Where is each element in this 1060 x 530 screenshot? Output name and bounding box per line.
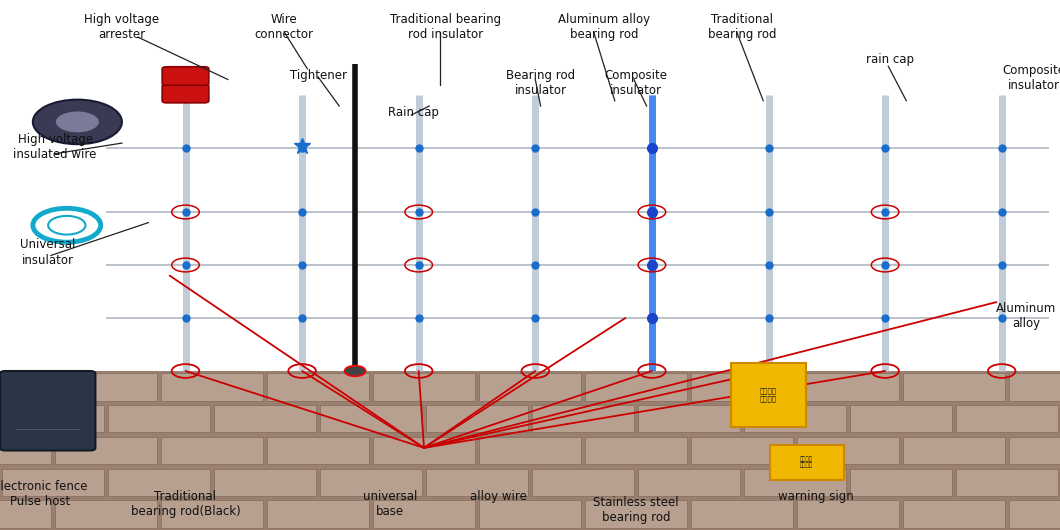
FancyBboxPatch shape — [373, 437, 475, 464]
FancyBboxPatch shape — [770, 445, 844, 480]
FancyBboxPatch shape — [1009, 373, 1060, 401]
FancyBboxPatch shape — [1009, 437, 1060, 464]
Text: Composite
insulator: Composite insulator — [604, 69, 668, 97]
FancyBboxPatch shape — [532, 469, 634, 496]
FancyBboxPatch shape — [161, 373, 263, 401]
FancyBboxPatch shape — [161, 437, 263, 464]
FancyBboxPatch shape — [903, 500, 1005, 528]
FancyBboxPatch shape — [373, 373, 475, 401]
Text: Tightener: Tightener — [289, 69, 347, 82]
Text: Aluminum
alloy: Aluminum alloy — [996, 302, 1056, 330]
FancyBboxPatch shape — [320, 405, 422, 432]
FancyBboxPatch shape — [638, 405, 740, 432]
FancyBboxPatch shape — [214, 405, 316, 432]
Text: alloy wire: alloy wire — [470, 490, 527, 503]
FancyBboxPatch shape — [267, 373, 369, 401]
FancyBboxPatch shape — [0, 500, 51, 528]
FancyBboxPatch shape — [162, 67, 209, 85]
FancyBboxPatch shape — [55, 500, 157, 528]
FancyBboxPatch shape — [0, 371, 95, 450]
FancyBboxPatch shape — [731, 363, 806, 427]
FancyBboxPatch shape — [691, 437, 793, 464]
FancyBboxPatch shape — [956, 405, 1058, 432]
FancyBboxPatch shape — [320, 469, 422, 496]
FancyBboxPatch shape — [55, 437, 157, 464]
Text: Traditional bearing
rod insulator: Traditional bearing rod insulator — [390, 13, 500, 41]
FancyBboxPatch shape — [55, 373, 157, 401]
FancyBboxPatch shape — [691, 373, 793, 401]
FancyBboxPatch shape — [162, 84, 209, 103]
Bar — [0, 371, 1060, 530]
FancyBboxPatch shape — [903, 373, 1005, 401]
FancyBboxPatch shape — [956, 469, 1058, 496]
FancyBboxPatch shape — [797, 373, 899, 401]
Text: Traditional
bearing rod: Traditional bearing rod — [708, 13, 776, 41]
FancyBboxPatch shape — [373, 500, 475, 528]
Circle shape — [55, 111, 100, 133]
FancyBboxPatch shape — [2, 469, 104, 496]
FancyBboxPatch shape — [797, 500, 899, 528]
Text: Bearing rod
insulator: Bearing rod insulator — [506, 69, 576, 97]
Text: 电子围栏
禁止攀登: 电子围栏 禁止攀登 — [760, 388, 777, 402]
Text: High voltage
insulated wire: High voltage insulated wire — [14, 132, 96, 161]
FancyBboxPatch shape — [479, 500, 581, 528]
FancyBboxPatch shape — [2, 405, 104, 432]
Text: Wire
connector: Wire connector — [254, 13, 314, 41]
FancyBboxPatch shape — [744, 469, 846, 496]
FancyBboxPatch shape — [585, 437, 687, 464]
Text: High voltage
arrester: High voltage arrester — [85, 13, 159, 41]
Text: Aluminum alloy
bearing rod: Aluminum alloy bearing rod — [559, 13, 650, 41]
FancyBboxPatch shape — [214, 469, 316, 496]
Text: Electronic fence
Pulse host: Electronic fence Pulse host — [0, 480, 88, 508]
FancyBboxPatch shape — [903, 437, 1005, 464]
Text: rain cap: rain cap — [866, 53, 915, 66]
Text: Universal
insulator: Universal insulator — [20, 238, 75, 267]
Text: 电子围栏
禁止攀登: 电子围栏 禁止攀登 — [800, 456, 813, 469]
Text: Traditional
bearing rod(Black): Traditional bearing rod(Black) — [130, 490, 241, 518]
FancyBboxPatch shape — [744, 405, 846, 432]
FancyBboxPatch shape — [0, 373, 51, 401]
Text: universal
base: universal base — [363, 490, 418, 518]
FancyBboxPatch shape — [479, 437, 581, 464]
Text: Composite
insulator: Composite insulator — [1002, 64, 1060, 92]
Circle shape — [33, 100, 122, 144]
FancyBboxPatch shape — [1009, 500, 1060, 528]
FancyBboxPatch shape — [161, 500, 263, 528]
Text: warning sign: warning sign — [778, 490, 854, 503]
FancyBboxPatch shape — [0, 437, 51, 464]
FancyBboxPatch shape — [691, 500, 793, 528]
FancyBboxPatch shape — [585, 373, 687, 401]
FancyBboxPatch shape — [850, 469, 952, 496]
FancyBboxPatch shape — [850, 405, 952, 432]
Text: Rain cap: Rain cap — [388, 106, 439, 119]
Text: Stainless steel
bearing rod: Stainless steel bearing rod — [594, 496, 678, 524]
FancyBboxPatch shape — [426, 405, 528, 432]
FancyBboxPatch shape — [479, 373, 581, 401]
FancyBboxPatch shape — [585, 500, 687, 528]
FancyBboxPatch shape — [797, 437, 899, 464]
FancyBboxPatch shape — [267, 500, 369, 528]
FancyBboxPatch shape — [532, 405, 634, 432]
FancyBboxPatch shape — [267, 437, 369, 464]
FancyBboxPatch shape — [108, 405, 210, 432]
FancyBboxPatch shape — [638, 469, 740, 496]
Circle shape — [344, 366, 366, 376]
FancyBboxPatch shape — [426, 469, 528, 496]
FancyBboxPatch shape — [108, 469, 210, 496]
